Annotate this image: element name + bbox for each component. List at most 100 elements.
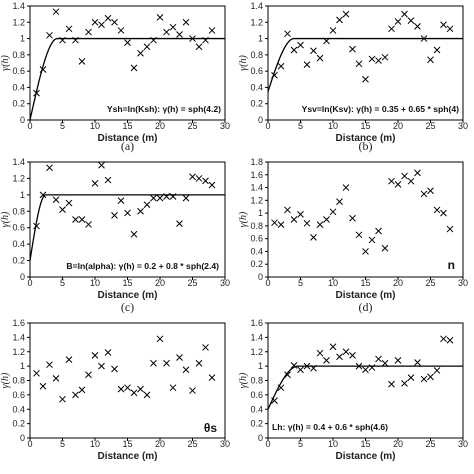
data-point bbox=[368, 236, 376, 244]
data-point bbox=[189, 35, 196, 42]
x-tick-label: 20 bbox=[155, 439, 165, 449]
data-point bbox=[202, 36, 209, 44]
panel-caption: (c) bbox=[121, 300, 134, 314]
data-point bbox=[143, 43, 151, 51]
data-point bbox=[316, 349, 324, 357]
data-point bbox=[427, 56, 434, 64]
panel-caption: (b) bbox=[359, 139, 373, 153]
data-point bbox=[72, 216, 79, 223]
data-point bbox=[401, 10, 408, 18]
data-point bbox=[297, 41, 304, 49]
x-tick-label: 15 bbox=[360, 439, 370, 449]
data-point bbox=[290, 46, 298, 54]
data-point bbox=[420, 35, 428, 42]
data-point bbox=[182, 194, 190, 202]
data-point bbox=[401, 380, 408, 387]
x-tick-label: 30 bbox=[458, 121, 468, 131]
x-tick-label: 20 bbox=[393, 278, 403, 288]
data-point bbox=[310, 364, 317, 372]
data-point bbox=[303, 219, 311, 227]
y-axis-label: γ(h) bbox=[0, 55, 11, 71]
data-point bbox=[33, 222, 40, 230]
data-point bbox=[336, 198, 343, 205]
data-point bbox=[163, 193, 170, 200]
x-tick-label: 15 bbox=[360, 121, 370, 131]
data-point bbox=[336, 353, 343, 361]
y-tick-label: 0.8 bbox=[12, 206, 25, 216]
data-point bbox=[78, 216, 86, 223]
data-point bbox=[414, 169, 421, 177]
data-point bbox=[59, 36, 66, 44]
x-tick-label: 0 bbox=[265, 278, 270, 288]
data-point bbox=[202, 177, 209, 185]
y-tick-label: 0.6 bbox=[250, 66, 263, 76]
plot-frame bbox=[29, 322, 226, 439]
data-point bbox=[117, 27, 125, 34]
data-point bbox=[420, 375, 428, 383]
data-point bbox=[156, 335, 164, 343]
data-point bbox=[85, 221, 92, 228]
data-point bbox=[195, 359, 203, 367]
y-tick-label: 0.2 bbox=[12, 99, 25, 109]
data-point bbox=[433, 367, 441, 374]
data-point bbox=[440, 209, 447, 217]
model-annotation: θs bbox=[204, 421, 217, 435]
data-point bbox=[440, 335, 447, 343]
y-tick-label: 0.2 bbox=[12, 419, 25, 429]
y-axis-label: γ(h) bbox=[0, 211, 11, 227]
data-point bbox=[39, 382, 47, 390]
plot-frame bbox=[267, 5, 464, 121]
data-point bbox=[323, 216, 330, 223]
data-point bbox=[407, 177, 415, 185]
y-tick-label: 1.4 bbox=[12, 157, 25, 167]
data-point bbox=[284, 30, 291, 38]
y-tick-label: 1.2 bbox=[12, 347, 25, 357]
data-point bbox=[111, 18, 118, 26]
x-tick-label: 25 bbox=[425, 121, 435, 131]
data-point bbox=[323, 357, 330, 364]
y-tick-label: 1.4 bbox=[250, 1, 263, 11]
y-tick-label: 0 bbox=[258, 272, 263, 282]
plot-frame bbox=[29, 5, 226, 121]
data-point bbox=[277, 62, 285, 70]
x-tick-label: 30 bbox=[220, 439, 230, 449]
model-curve bbox=[29, 194, 225, 261]
data-point bbox=[85, 28, 92, 36]
data-point bbox=[169, 23, 177, 31]
variogram-panel-5: 00.20.40.60.811.21.41.60 5 10 15 20 25 30Dista… bbox=[0, 318, 230, 462]
y-tick-label: 0 bbox=[20, 272, 25, 282]
data-point bbox=[137, 49, 144, 57]
data-point bbox=[297, 366, 304, 374]
data-point bbox=[91, 180, 99, 187]
data-point bbox=[208, 374, 216, 381]
variogram-panel-3: 0 0.2 0.4 0.6 0.8 1 1.2 1.4 0 5 10 15 20 25 30 Distance… bbox=[0, 157, 230, 314]
data-point bbox=[169, 384, 177, 392]
data-point bbox=[59, 395, 66, 403]
data-point bbox=[329, 343, 337, 351]
data-point bbox=[46, 31, 53, 39]
x-tick-label: 0 bbox=[265, 439, 270, 449]
data-point bbox=[303, 362, 311, 370]
data-point bbox=[290, 362, 298, 369]
data-point bbox=[111, 212, 118, 219]
data-point bbox=[52, 196, 60, 204]
data-point bbox=[433, 46, 441, 54]
data-point bbox=[98, 21, 105, 29]
data-point bbox=[39, 66, 47, 73]
data-point bbox=[130, 230, 138, 238]
y-tick-label: 1.4 bbox=[12, 332, 25, 342]
y-tick-label: 0.4 bbox=[12, 404, 25, 414]
x-tick-label: 10 bbox=[90, 278, 100, 288]
y-tick-label: 0.8 bbox=[12, 376, 25, 386]
data-point bbox=[104, 14, 112, 22]
x-tick-label: 30 bbox=[220, 278, 230, 288]
variogram-panel-2: 0 0.2 0.4 0.6 0.8 1 1.2 1.4 0 5 10 15 20 25 30 Distance… bbox=[238, 1, 468, 153]
data-point bbox=[297, 211, 304, 218]
y-tick-label: 1.8 bbox=[250, 157, 263, 167]
data-point bbox=[182, 366, 190, 374]
data-point bbox=[104, 349, 112, 356]
data-point bbox=[375, 227, 382, 235]
y-tick-label: 0.6 bbox=[250, 234, 263, 244]
data-point bbox=[446, 336, 454, 344]
data-point bbox=[310, 234, 317, 241]
